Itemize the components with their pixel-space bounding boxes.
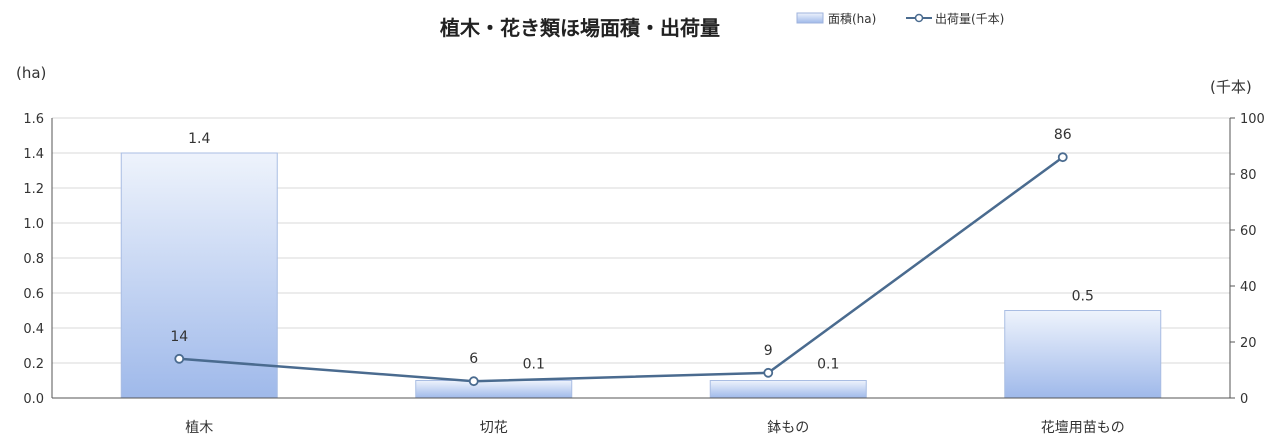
legend-label-shipment: 出荷量(千本): [935, 12, 1004, 26]
right-tick-label: 80: [1240, 168, 1257, 183]
chart-title: 植木・花き類ほ場面積・出荷量: [440, 16, 720, 40]
bar: [120, 152, 278, 399]
shipment-marker: [174, 353, 185, 364]
left-tick-label: 0.4: [23, 322, 44, 337]
left-tick-label: 1.6: [23, 112, 44, 127]
left-tick-label: 0.8: [23, 252, 44, 267]
line-value-label: 9: [764, 343, 773, 359]
bar-value-label: 0.1: [523, 357, 545, 373]
category-label: 植木: [185, 420, 213, 436]
data-labels: 1.4 0.1 0.1 0.5 14 6 9 86: [170, 127, 1094, 372]
shipment-marker: [468, 376, 479, 387]
legend-swatch-shipment-marker: [914, 13, 924, 23]
line-value-label: 14: [170, 329, 188, 345]
left-tick-label: 1.2: [23, 182, 44, 197]
left-tick-label: 0.0: [23, 392, 44, 407]
legend: 面積(ha) 出荷量(千本): [796, 11, 1004, 26]
right-tick-label: 60: [1240, 224, 1257, 239]
shipment-marker: [1057, 152, 1068, 163]
shipment-line: [179, 156, 1064, 383]
legend-swatch-area: [796, 12, 824, 24]
left-tick-label: 1.0: [23, 217, 44, 232]
line-series: [174, 152, 1068, 387]
category-label: 切花: [480, 420, 508, 436]
right-tick-label: 20: [1240, 336, 1257, 351]
right-axis-unit: (千本): [1210, 78, 1252, 96]
right-tick-label: 0: [1240, 392, 1248, 407]
shipment-marker: [763, 367, 774, 378]
bar-value-label: 1.4: [188, 131, 210, 147]
bar: [709, 380, 867, 399]
left-tick-label: 0.2: [23, 357, 44, 372]
right-tick-label: 40: [1240, 280, 1257, 295]
bar: [1004, 310, 1162, 399]
left-axis-unit: (ha): [16, 64, 46, 82]
line-value-label: 6: [469, 351, 478, 367]
bar-value-label: 0.5: [1072, 289, 1094, 305]
legend-label-area: 面積(ha): [828, 11, 876, 26]
right-tick-label: 100: [1240, 112, 1265, 127]
left-tick-label: 1.4: [23, 147, 44, 162]
left-tick-label: 0.6: [23, 287, 44, 302]
bar-series: [120, 152, 1162, 399]
category-label: 花壇用苗もの: [1041, 419, 1125, 436]
line-value-label: 86: [1054, 127, 1072, 143]
axes: 0.0 0.2 0.4 0.6 0.8 1.0 1.2 1.4 1.6 0 20 40 60 80 100 植…: [23, 112, 1265, 436]
bar: [415, 380, 573, 399]
category-label: 鉢もの: [767, 420, 809, 436]
bar-value-label: 0.1: [817, 357, 839, 373]
